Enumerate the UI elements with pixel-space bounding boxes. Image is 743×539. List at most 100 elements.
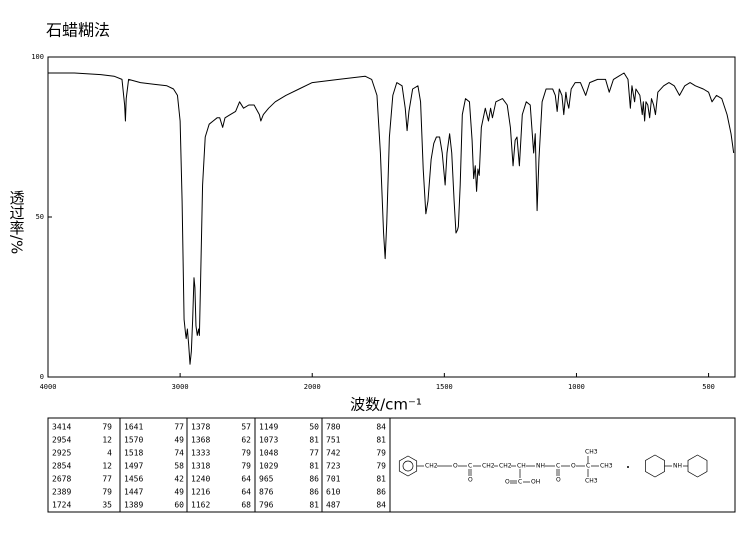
x-tick-label: 500 [702,383,715,391]
peak-wavenumber: 2854 [52,462,71,471]
atom-label: NH [673,463,682,470]
x-tick-label: 3000 [172,383,189,391]
atom-label: OH [531,479,540,486]
peak-wavenumber: 1368 [191,436,210,445]
peak-wavenumber: 1518 [124,449,143,458]
plot-frame [47,56,736,378]
y-axis-label: 透过率/% [8,190,26,254]
peak-wavenumber: 2678 [52,475,71,484]
peak-wavenumber: 1447 [124,488,143,497]
peak-wavenumber: 723 [326,462,341,471]
peak-intensity: 58 [174,462,184,471]
atom-label: C [468,463,472,470]
peak-wavenumber: 1240 [191,475,210,484]
peak-intensity: 77 [102,475,112,484]
peak-wavenumber: 1333 [191,449,210,458]
peak-intensity: 79 [376,462,386,471]
peak-wavenumber: 701 [326,475,341,484]
table-dividers [119,418,391,512]
peak-wavenumber: 1456 [124,475,143,484]
peak-wavenumber: 1724 [52,501,71,510]
peak-intensity: 42 [174,475,184,484]
x-tick-label: 1000 [568,383,585,391]
peak-intensity: 86 [309,475,319,484]
peak-intensity: 86 [309,488,319,497]
atom-label: O [556,477,561,484]
peak-intensity: 68 [241,501,251,510]
peak-wavenumber: 2954 [52,436,71,445]
peak-wavenumber: 876 [259,488,274,497]
peak-wavenumber: 796 [259,501,274,510]
y-tick-label: 50 [36,213,44,221]
peak-intensity: 49 [174,436,184,445]
x-tick-label: 1500 [436,383,453,391]
atom-label: CH2 [482,463,495,470]
table-frame [47,417,736,513]
peak-wavenumber: 742 [326,449,341,458]
atom-label: CH2 [499,463,512,470]
peak-intensity: 77 [174,423,184,432]
peak-intensity: 79 [102,423,112,432]
peak-wavenumber: 1641 [124,423,143,432]
peak-wavenumber: 1073 [259,436,278,445]
x-axis-label: 波数/cm⁻¹ [350,396,422,414]
peak-wavenumber: 1149 [259,423,278,432]
structure: CH2 O C O CH2 CH2 CH NH C O O C CH3 CH3 … [398,449,708,486]
peak-wavenumber: 1162 [191,501,210,510]
peak-intensity: 74 [174,449,184,458]
peak-intensity: 84 [376,501,386,510]
peak-intensity: 81 [309,501,319,510]
peak-wavenumber: 1389 [124,501,143,510]
peak-intensity: 81 [309,462,319,471]
peak-intensity: 79 [241,462,251,471]
peak-wavenumber: 610 [326,488,341,497]
peak-intensity: 79 [102,488,112,497]
peak-intensity: 84 [376,423,386,432]
atom-label: C [586,463,590,470]
peak-intensity: 64 [241,475,251,484]
x-tick-label: 4000 [40,383,57,391]
atom-label: CH3 [600,463,613,470]
peak-intensity: 81 [376,475,386,484]
peak-wavenumber: 3414 [52,423,71,432]
peak-wavenumber: 1048 [259,449,278,458]
peak-intensity: 79 [241,449,251,458]
peak-wavenumber: 751 [326,436,341,445]
peak-wavenumber: 965 [259,475,274,484]
plot: 0 50 100 4000 3000 2000 1500 1000 500 [31,53,735,391]
peak-wavenumber: 1318 [191,462,210,471]
peak-intensity: 60 [174,501,184,510]
peak-wavenumber: 2389 [52,488,71,497]
atom-label: NH [536,463,545,470]
peak-intensity: 49 [174,488,184,497]
peak-wavenumber: 1029 [259,462,278,471]
atom-label: CH3 [585,449,598,456]
peak-intensity: 79 [376,449,386,458]
peak-wavenumber: 1216 [191,488,210,497]
atom-label: C [518,479,522,486]
atom-label: C [556,463,560,470]
y-tick-label: 100 [31,53,44,61]
chart-title: 石蜡糊法 [46,21,110,40]
y-tick-label: 0 [40,373,44,381]
peak-intensity: 86 [376,488,386,497]
peak-intensity: 81 [376,436,386,445]
atom-label: O [571,463,576,470]
peak-intensity: 77 [309,449,319,458]
peak-intensity: 12 [102,462,112,471]
peak-intensity: 57 [241,423,251,432]
atom-label: O [453,463,458,470]
atom-label: CH2 [425,463,438,470]
peak-wavenumber: 780 [326,423,341,432]
peak-intensity: 4 [107,449,112,458]
peak-intensity: 12 [102,436,112,445]
peak-wavenumber: 1378 [191,423,210,432]
peak-intensity: 35 [102,501,112,510]
spectrum-line [48,72,735,365]
peak-wavenumber: 2925 [52,449,71,458]
peak-wavenumber: 487 [326,501,341,510]
peak-table: 3414 79 1641 77 1378 57 1149 50 780 84 2954 12 1570 4… [52,423,386,510]
peak-intensity: 50 [309,423,319,432]
atom-label: CH [517,463,526,470]
